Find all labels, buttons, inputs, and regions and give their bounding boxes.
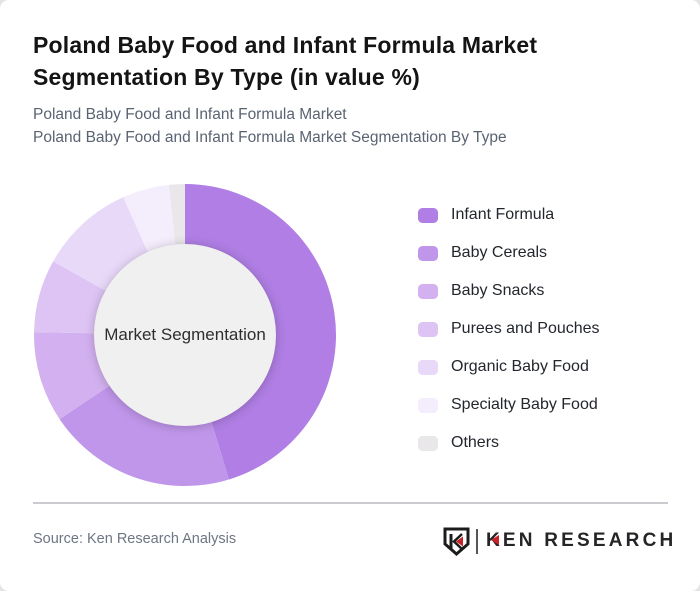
legend-swatch-icon bbox=[418, 207, 438, 223]
page-title: Poland Baby Food and Infant Formula Mark… bbox=[33, 32, 538, 90]
legend-item-purees-and-pouches[interactable]: Purees and Pouches bbox=[418, 317, 600, 341]
legend-item-label: Purees and Pouches bbox=[451, 320, 600, 337]
legend-item-label: Baby Cereals bbox=[451, 244, 548, 261]
ken-research-logo: KEN RESEARCH bbox=[443, 526, 676, 556]
legend-swatch-icon bbox=[418, 321, 438, 337]
chart-subtitle-segmentation: Poland Baby Food and Infant Formula Mark… bbox=[33, 129, 507, 146]
chart-subtitle-market: Poland Baby Food and Infant Formula Mark… bbox=[33, 106, 347, 123]
legend-item-baby-cereals[interactable]: Baby Cereals bbox=[418, 241, 600, 265]
logo-divider bbox=[476, 528, 478, 554]
legend-item-baby-snacks[interactable]: Baby Snacks bbox=[418, 279, 600, 303]
chart-legend: Infant Formula Baby Cereals Baby Snacks … bbox=[418, 203, 600, 455]
legend-swatch-icon bbox=[418, 245, 438, 261]
legend-item-label: Specialty Baby Food bbox=[451, 396, 598, 413]
donut-svg bbox=[34, 184, 336, 486]
legend-item-label: Infant Formula bbox=[451, 206, 555, 223]
donut-center-circle bbox=[94, 244, 276, 426]
legend-swatch-icon bbox=[418, 359, 438, 375]
legend-item-organic-baby-food[interactable]: Organic Baby Food bbox=[418, 355, 600, 379]
footer-divider bbox=[33, 502, 668, 504]
source-attribution: Source: Ken Research Analysis bbox=[33, 531, 237, 547]
legend-item-label: Baby Snacks bbox=[451, 282, 545, 299]
donut-chart: Market Segmentation bbox=[33, 183, 337, 487]
legend-item-label: Organic Baby Food bbox=[451, 358, 589, 375]
logo-brand-text: KEN RESEARCH bbox=[486, 530, 677, 551]
legend-item-infant-formula[interactable]: Infant Formula bbox=[418, 203, 600, 227]
legend-item-specialty-baby-food[interactable]: Specialty Baby Food bbox=[418, 393, 600, 417]
legend-swatch-icon bbox=[418, 435, 438, 451]
logo-red-triangle-icon bbox=[491, 535, 499, 545]
ken-research-shield-icon bbox=[443, 527, 470, 556]
legend-swatch-icon bbox=[418, 283, 438, 299]
legend-swatch-icon bbox=[418, 397, 438, 413]
legend-item-others[interactable]: Others bbox=[418, 431, 600, 455]
legend-item-label: Others bbox=[451, 434, 500, 451]
